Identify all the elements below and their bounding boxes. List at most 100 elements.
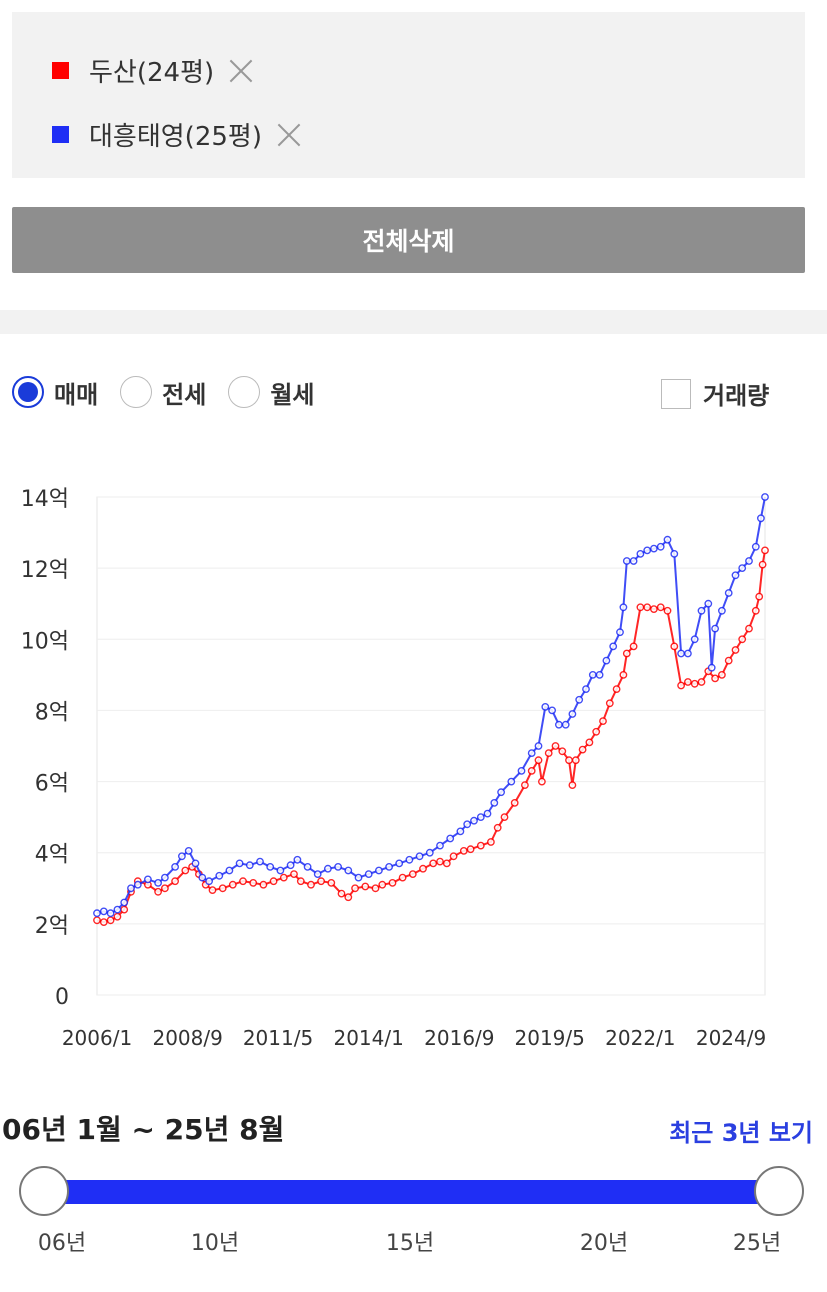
data-point bbox=[334, 862, 342, 871]
radio-sale[interactable]: 매매 bbox=[12, 375, 98, 410]
data-point bbox=[527, 766, 536, 775]
range-slider-start-handle[interactable] bbox=[19, 1166, 69, 1216]
data-point bbox=[239, 877, 247, 886]
data-point bbox=[616, 628, 624, 637]
data-point bbox=[663, 535, 672, 544]
checkbox-icon bbox=[661, 378, 691, 409]
y-tick-label: 14억 bbox=[21, 487, 69, 512]
data-point bbox=[738, 635, 747, 644]
data-point bbox=[650, 605, 658, 614]
data-point bbox=[256, 857, 264, 866]
data-point bbox=[738, 564, 747, 573]
data-point bbox=[517, 766, 526, 775]
data-point bbox=[419, 864, 427, 873]
data-point bbox=[704, 599, 713, 608]
y-tick-label: 12억 bbox=[21, 558, 69, 583]
range-slider-end-handle[interactable] bbox=[754, 1166, 804, 1216]
data-point bbox=[120, 905, 129, 914]
data-point bbox=[378, 880, 387, 889]
data-point bbox=[585, 738, 594, 747]
data-point bbox=[154, 887, 163, 896]
data-point bbox=[354, 873, 363, 882]
data-point bbox=[527, 749, 536, 757]
apartment-tag-doosan: 두산(24평) bbox=[52, 52, 254, 89]
radio-sale-label: 매매 bbox=[54, 380, 99, 409]
data-point bbox=[684, 649, 692, 658]
data-point bbox=[718, 606, 726, 615]
data-point bbox=[127, 884, 135, 893]
data-point bbox=[181, 866, 190, 875]
data-point bbox=[160, 884, 169, 893]
data-point bbox=[245, 861, 254, 870]
data-point bbox=[279, 873, 288, 882]
data-point bbox=[364, 870, 373, 878]
data-point bbox=[605, 699, 614, 708]
data-point bbox=[120, 898, 129, 907]
recent-3-years-link[interactable]: 최근 3년 보기 bbox=[669, 1119, 813, 1147]
y-tick-label: 8억 bbox=[35, 700, 69, 725]
data-point bbox=[307, 880, 315, 889]
data-point bbox=[249, 878, 258, 887]
data-point bbox=[429, 859, 438, 868]
data-point bbox=[259, 880, 268, 889]
data-point bbox=[361, 882, 370, 891]
radio-jeonse[interactable]: 전세 bbox=[120, 375, 206, 410]
data-point bbox=[757, 514, 765, 523]
data-point bbox=[544, 749, 553, 757]
data-point bbox=[208, 886, 217, 894]
data-point bbox=[755, 592, 764, 601]
data-point bbox=[636, 550, 645, 558]
data-point bbox=[575, 695, 584, 704]
data-point bbox=[711, 624, 719, 633]
data-point bbox=[442, 859, 451, 868]
data-point bbox=[548, 706, 556, 715]
data-point bbox=[622, 649, 631, 658]
data-point bbox=[446, 834, 455, 843]
radio-monthly[interactable]: 월세 bbox=[228, 375, 315, 410]
data-point bbox=[670, 642, 679, 651]
remove-doosan-icon[interactable] bbox=[228, 58, 254, 84]
data-point bbox=[609, 642, 618, 651]
delete-all-button[interactable]: 전체삭제 bbox=[12, 207, 805, 273]
data-point bbox=[171, 862, 180, 871]
data-point bbox=[595, 670, 604, 679]
data-point bbox=[269, 877, 278, 886]
range-slider-track[interactable] bbox=[44, 1180, 779, 1204]
data-point bbox=[697, 606, 706, 615]
data-point bbox=[592, 727, 601, 736]
data-point bbox=[724, 589, 733, 597]
data-point bbox=[565, 756, 573, 765]
data-point bbox=[225, 866, 234, 875]
data-point bbox=[276, 866, 285, 875]
data-point bbox=[629, 557, 638, 565]
y-tick-label: 4억 bbox=[35, 843, 69, 868]
x-tick-label: 2019/5 bbox=[515, 1026, 585, 1050]
data-point bbox=[711, 674, 719, 683]
data-point bbox=[507, 777, 516, 786]
data-point bbox=[344, 893, 353, 902]
data-point bbox=[745, 624, 753, 633]
data-point bbox=[483, 809, 492, 818]
data-point bbox=[571, 756, 580, 765]
data-point bbox=[184, 846, 193, 855]
data-point bbox=[490, 798, 499, 807]
data-point bbox=[466, 845, 475, 854]
slider-tick-label: 15년 bbox=[385, 1231, 435, 1256]
date-range-text: 06년 1월 ~ 25년 8월 bbox=[2, 1113, 285, 1146]
slider-tick-label: 25년 bbox=[732, 1231, 782, 1256]
data-point bbox=[745, 557, 753, 565]
data-point bbox=[143, 875, 152, 884]
x-tick-label: 2006/1 bbox=[62, 1026, 132, 1050]
data-point bbox=[684, 678, 692, 686]
remove-daeheung-icon[interactable] bbox=[276, 122, 302, 148]
radio-empty-icon bbox=[228, 376, 261, 408]
data-point bbox=[578, 745, 587, 754]
data-point bbox=[395, 859, 404, 868]
data-point bbox=[459, 846, 468, 855]
data-point bbox=[619, 670, 628, 679]
data-point bbox=[534, 756, 543, 765]
data-point bbox=[371, 884, 380, 893]
data-point bbox=[521, 781, 529, 789]
data-point bbox=[568, 710, 577, 718]
volume-checkbox[interactable]: 거래량 bbox=[661, 376, 769, 411]
